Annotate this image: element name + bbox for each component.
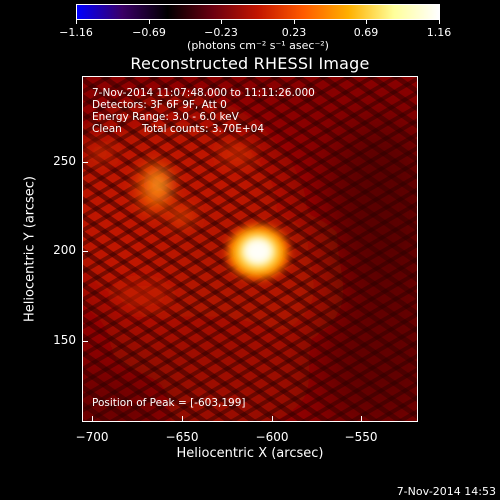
x-tick-label: −700 xyxy=(75,430,109,444)
colorbar-tick xyxy=(149,20,150,24)
y-tick-label: 200 xyxy=(53,243,76,257)
detectors-annotation: Detectors: 3F 6F 9F, Att 0 xyxy=(92,99,227,111)
time-range-annotation: 7-Nov-2014 11:07:48.000 to 11:11:26.000 xyxy=(92,87,315,99)
x-tick xyxy=(361,416,362,422)
colorbar-tick-label: −0.23 xyxy=(204,26,238,39)
energy-range-annotation: Energy Range: 3.0 - 6.0 keV xyxy=(92,111,239,123)
colorbar-units-label: (photons cm⁻² s⁻¹ asec⁻²) xyxy=(187,39,329,52)
plot-title: Reconstructed RHESSI Image xyxy=(130,54,370,73)
colorbar-tick-label: 0.69 xyxy=(353,26,379,39)
x-tick-label: −600 xyxy=(255,430,289,444)
rhessi-image: 7-Nov-2014 11:07:48.000 to 11:11:26.000 … xyxy=(82,76,418,422)
colorbar-tick-label: −1.16 xyxy=(59,26,93,39)
y-axis-label: Heliocentric Y (arcsec) xyxy=(22,176,38,322)
colorbar-tick xyxy=(221,20,222,24)
y-tick xyxy=(82,162,88,163)
x-tick xyxy=(92,416,93,422)
x-tick xyxy=(272,416,273,422)
colorbar-tick xyxy=(294,20,295,24)
rhessi-image-svg xyxy=(82,76,418,422)
colorbar xyxy=(76,4,440,20)
method-annotation: Clean xyxy=(92,123,122,135)
plot-timestamp: 7-Nov-2014 14:53 xyxy=(396,485,496,498)
x-tick xyxy=(182,416,183,422)
y-tick-label: 150 xyxy=(53,333,76,347)
colorbar-tick-label: 0.23 xyxy=(281,26,307,39)
x-tick-label: −650 xyxy=(165,430,199,444)
y-tick-label: 250 xyxy=(53,154,76,168)
x-axis-label: Heliocentric X (arcsec) xyxy=(176,446,324,461)
colorbar-tick xyxy=(439,20,440,24)
colorbar-tick-label: 1.16 xyxy=(426,26,452,39)
peak-position-annotation: Position of Peak = [-603,199] xyxy=(92,397,246,409)
colorbar-tick-label: −0.69 xyxy=(132,26,166,39)
colorbar-tick xyxy=(366,20,367,24)
y-tick xyxy=(82,341,88,342)
colorbar-tick xyxy=(76,20,77,24)
total-counts-annotation: Total counts: 3.70E+04 xyxy=(142,123,265,135)
y-tick xyxy=(82,251,88,252)
x-tick-label: −550 xyxy=(344,430,378,444)
